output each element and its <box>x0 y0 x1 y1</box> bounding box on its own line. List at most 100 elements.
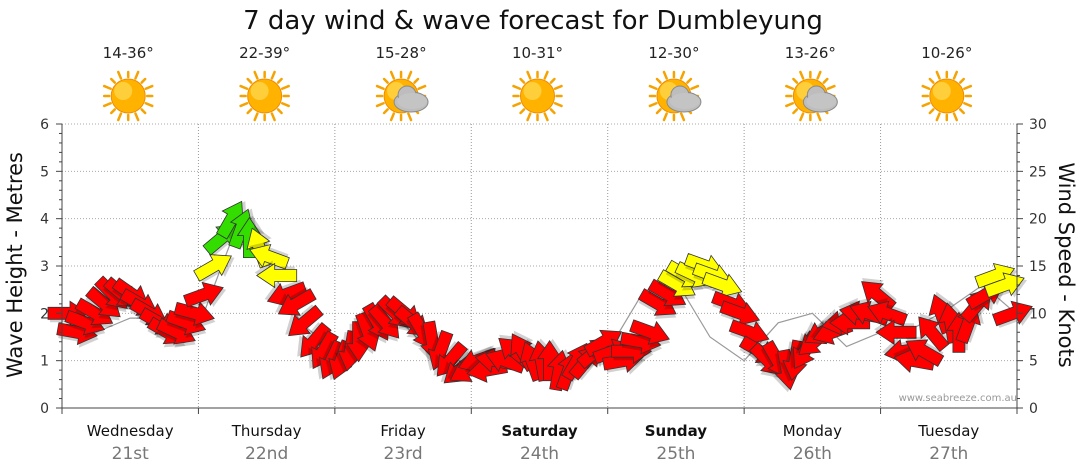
weather-icons <box>102 70 973 122</box>
chart-title: 7 day wind & wave forecast for Dumbleyun… <box>243 6 823 36</box>
left-tick-label: 6 <box>40 117 49 133</box>
wind-arrow-body <box>215 200 244 240</box>
right-tick-label: 5 <box>1029 354 1038 370</box>
sun-highlight <box>523 82 542 100</box>
sun-ray <box>963 84 973 90</box>
wind-arrow <box>701 271 743 301</box>
sun-ray <box>270 112 276 122</box>
wind-arrow-body <box>629 319 670 345</box>
sun-ray <box>952 112 958 122</box>
sun-ray <box>407 112 413 122</box>
wind-arrow-body <box>255 262 298 289</box>
wind-arrow <box>874 317 917 346</box>
sun-ray <box>382 77 389 84</box>
day-name: Monday <box>783 422 842 440</box>
sun-ray <box>935 112 941 122</box>
sun-ray <box>280 102 290 108</box>
cloud-shape <box>397 93 428 109</box>
sun-ray <box>826 84 836 90</box>
left-axis-ticks: 0 1 2 3 4 5 6 <box>40 117 49 417</box>
sun-ray <box>785 84 795 90</box>
day-date: 23rd <box>384 444 423 464</box>
sun-cloud-icon <box>375 70 429 122</box>
wind-arrow-body <box>173 301 215 327</box>
sun-ray <box>140 108 147 115</box>
day-date: 22nd <box>245 444 288 464</box>
wind-arrow-body <box>905 339 945 367</box>
wind-arrow-body <box>288 304 324 337</box>
temperature-range: 13-26° <box>785 44 836 62</box>
wind-arrow <box>297 321 332 358</box>
left-tick-label: 3 <box>40 259 49 275</box>
day-name: Sunday <box>645 422 708 440</box>
day-name: Friday <box>380 422 426 440</box>
temperature-range: 14-36° <box>103 44 154 62</box>
gridlines <box>62 123 1017 408</box>
wind-speed-series <box>47 200 1036 393</box>
sun-ray <box>679 112 686 122</box>
sun-icon <box>512 70 563 122</box>
sun-ray <box>144 84 154 90</box>
left-axis-title: Wave Height - Metres <box>3 152 27 378</box>
wind-arrow <box>629 319 671 348</box>
wind-arrow <box>918 313 951 353</box>
sun-ray <box>389 70 396 80</box>
day-name: Thursday <box>231 422 302 440</box>
sun-ray <box>921 84 931 90</box>
sun-icon <box>921 70 973 122</box>
wind-arrow-body <box>983 272 1025 298</box>
wind-arrow-body <box>875 319 917 346</box>
sun-ray <box>792 108 799 115</box>
sun-ray <box>655 108 662 115</box>
day-temperatures: 14-36° 22-39° 15-28° 10-31° 12-30° 13-26° 10-2… <box>103 44 973 62</box>
sun-ray <box>134 70 140 80</box>
wind-arrow <box>353 310 381 354</box>
sun-ray <box>375 102 385 108</box>
watermark: www.seabreeze.com.au <box>899 393 1017 404</box>
wind-arrow <box>728 319 770 348</box>
sun-ray <box>382 108 389 115</box>
sun-ray <box>690 84 700 90</box>
chart-axes <box>56 123 1023 414</box>
wind-arrow-body <box>183 281 224 308</box>
sun-ray <box>276 108 283 115</box>
day-labels: Wednesday 21st Thursday 22nd Friday 23rd Satur… <box>87 422 980 464</box>
sun-ray <box>239 102 249 108</box>
right-tick-label: 25 <box>1029 164 1047 180</box>
sun-ray <box>553 102 563 108</box>
wind-arrow-body <box>992 300 1033 327</box>
sun-ray <box>144 102 154 108</box>
right-tick-label: 30 <box>1029 117 1047 133</box>
wind-arrow <box>992 300 1036 328</box>
sun-cloud-icon <box>648 70 702 122</box>
wind-arrow-body <box>867 300 908 327</box>
wind-arrow <box>193 254 235 283</box>
temperature-range: 10-31° <box>512 44 563 62</box>
sun-ray <box>270 70 276 80</box>
sun-ray <box>816 70 822 80</box>
sun-ray <box>543 70 549 80</box>
sun-icon <box>239 70 290 122</box>
right-tick-label: 10 <box>1029 306 1047 322</box>
temperature-range: 15-28° <box>376 44 427 62</box>
temperature-range: 10-26° <box>921 44 972 62</box>
sun-ray <box>512 102 522 108</box>
wind-arrow <box>173 301 216 329</box>
day-date: 21st <box>112 444 149 464</box>
wind-arrow <box>248 241 290 270</box>
sun-ray <box>109 108 117 115</box>
day-date: 26th <box>793 444 832 464</box>
day-date: 24th <box>520 444 559 464</box>
sun-ray <box>246 77 253 84</box>
sun-ray <box>799 112 805 122</box>
sun-ray <box>526 112 532 122</box>
sun-ray <box>553 84 563 90</box>
sun-cloud-icon <box>785 70 838 122</box>
sun-ray <box>648 102 658 108</box>
sun-ray <box>134 112 140 122</box>
wind-arrow <box>183 281 227 310</box>
sun-ray <box>519 77 526 84</box>
sun-ray <box>686 77 693 84</box>
day-name: Tuesday <box>917 422 979 440</box>
